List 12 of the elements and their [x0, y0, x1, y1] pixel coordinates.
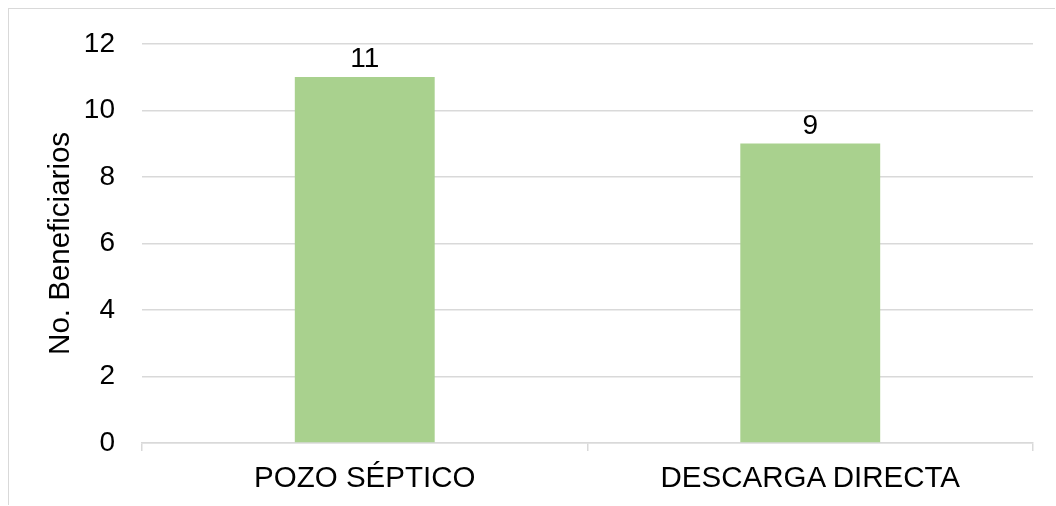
data-label: 11	[350, 42, 380, 74]
data-label: 9	[802, 108, 819, 140]
y-tick-label: 12	[83, 26, 115, 58]
y-tick-label: 8	[99, 159, 115, 191]
y-tick-label: 4	[99, 292, 115, 324]
y-tick-label: 2	[99, 359, 115, 391]
x-tick-label: POZO SÉPTICO	[254, 459, 476, 493]
y-tick-label: 6	[99, 226, 115, 258]
y-axis-title: No. Beneficiarios	[41, 131, 75, 355]
y-tick-label: 0	[99, 425, 115, 457]
x-tick-label: DESCARGA DIRECTA	[660, 459, 961, 493]
y-tick-label: 10	[83, 93, 115, 125]
